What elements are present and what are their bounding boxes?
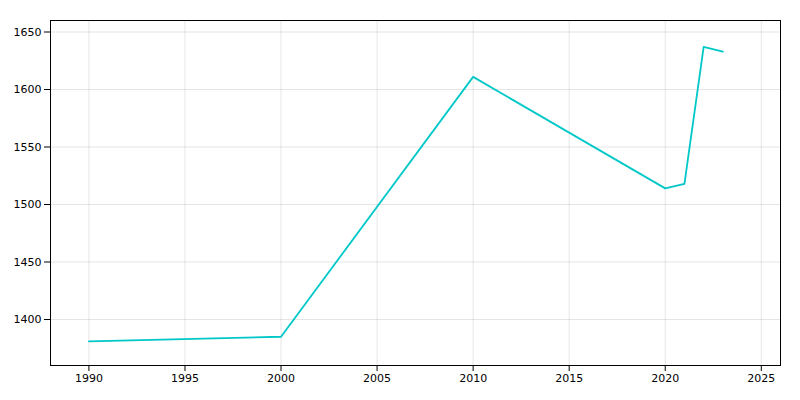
svg-text:1550: 1550: [14, 141, 42, 154]
svg-text:2000: 2000: [267, 372, 295, 385]
svg-text:1450: 1450: [14, 256, 42, 269]
svg-text:1600: 1600: [14, 83, 42, 96]
svg-text:2015: 2015: [555, 372, 583, 385]
svg-text:1990: 1990: [75, 372, 103, 385]
svg-text:2010: 2010: [459, 372, 487, 385]
svg-text:2020: 2020: [651, 372, 679, 385]
svg-text:1650: 1650: [14, 26, 42, 39]
svg-text:1400: 1400: [14, 313, 42, 326]
svg-text:2005: 2005: [363, 372, 391, 385]
svg-text:2025: 2025: [747, 372, 775, 385]
svg-text:1500: 1500: [14, 198, 42, 211]
svg-text:1995: 1995: [171, 372, 199, 385]
